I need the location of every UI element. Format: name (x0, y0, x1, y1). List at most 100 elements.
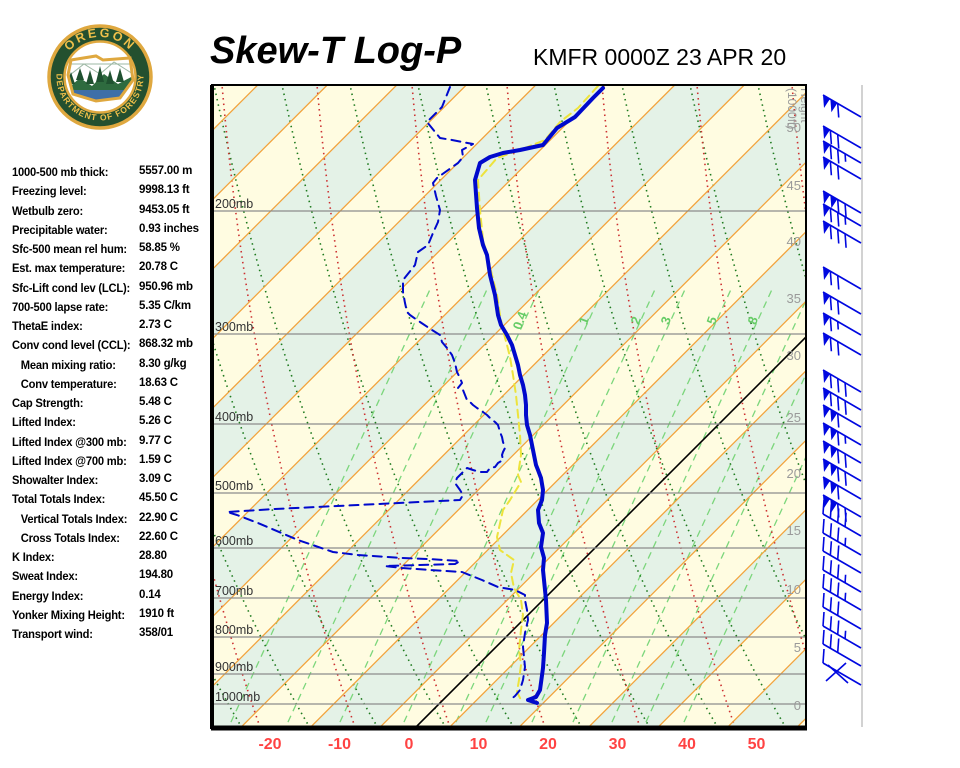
mixing-ratio-line (642, 372, 806, 729)
mixing-ratio-line (608, 298, 806, 729)
mixing-ratio-line (482, 289, 686, 729)
isotherm-line (238, 161, 806, 729)
index-row: Yonker Mixing Height: 1910 ft (12, 605, 212, 624)
mixing-ratio-label: 2 (627, 314, 644, 326)
pressure-label: 700mb (215, 584, 253, 598)
wind-barb (822, 291, 862, 315)
index-label: Cap Strength: (12, 398, 84, 410)
index-row: ThetaE index: 2.73 C (12, 316, 212, 335)
wind-barb (822, 611, 862, 649)
index-label: Sfc-500 mean rel hum: (12, 244, 127, 256)
index-value: 22.60 C (139, 530, 178, 543)
wind-barb (822, 332, 862, 356)
mixing-ratio-label: 5 (703, 314, 720, 326)
height-tick-label: 45 (787, 178, 801, 193)
index-value: 5.48 C (139, 396, 172, 408)
index-value: 194.80 (139, 569, 173, 582)
index-row: Sweat Index: 194.80 (12, 566, 212, 585)
wind-barb (822, 476, 862, 500)
pressure-label: 1000mb (215, 690, 260, 704)
pressure-label: 400mb (215, 410, 253, 424)
index-row: Transport wind: 358/01 (12, 624, 212, 643)
index-row: Showalter Index: 3.09 C (12, 470, 212, 489)
index-value: 0.14 (139, 588, 161, 601)
station-datetime: KMFR 0000Z 23 APR 20 (533, 44, 787, 70)
index-value: 18.63 C (139, 376, 178, 389)
mixing-ratio-label: 1 (575, 314, 592, 326)
index-label: Total Totals Index: (12, 494, 106, 507)
index-row: Precipitable water: 0.93 inches (12, 220, 212, 239)
wind-barb (822, 629, 862, 667)
index-row: Vertical Totals Index: 22.90 C (12, 509, 212, 528)
height-tick-label: 20 (787, 466, 801, 481)
index-row: Mean mixing ratio: 8.30 g/kg (12, 355, 212, 374)
index-label: Freezing level: (12, 186, 87, 199)
isotherm-line (655, 578, 806, 729)
height-axis-units: (1000ft) (785, 88, 799, 129)
index-row: Conv cond level (CCL): 868.32 mb (12, 335, 212, 354)
temp-axis-label: 30 (609, 736, 627, 753)
index-label: Precipitable water: (12, 224, 108, 237)
wind-barb (822, 536, 862, 574)
height-tick-label: 30 (787, 348, 801, 363)
wind-barb (822, 518, 862, 556)
wind-barb (822, 125, 862, 149)
logo-state-outline (66, 54, 135, 103)
index-value: 8.30 g/kg (139, 357, 187, 370)
index-label: Lifted Index: (12, 417, 76, 430)
pressure-label: 200mb (215, 197, 253, 211)
index-row: Est. max temperature: 20.78 C (12, 258, 212, 277)
isotherm-line (377, 300, 806, 729)
dry-adiabat (894, 85, 960, 733)
index-value: 58.85 % (139, 242, 180, 254)
index-row: Freezing level: 9998.13 ft (12, 181, 212, 200)
index-label: Lifted Index @700 mb: (12, 455, 127, 468)
index-row: Cap Strength: 5.48 C (12, 393, 212, 412)
temp-axis-label: 50 (748, 736, 766, 753)
mixing-ratio-line (528, 289, 732, 729)
index-label: K Index: (12, 552, 55, 564)
wind-barb (822, 220, 862, 248)
mixing-ratio-line (452, 289, 656, 729)
height-tick-label: 15 (787, 523, 801, 538)
temp-axis-label: -10 (328, 736, 351, 753)
wind-barb (822, 140, 862, 164)
index-value: 1.59 C (139, 453, 172, 466)
isotherm-line (212, 85, 537, 410)
pressure-label: 500mb (215, 479, 253, 493)
index-row: 1000-500 mb thick: 5557.00 m (12, 162, 212, 181)
mixing-ratio-line (336, 289, 540, 729)
height-axis-title: Height (798, 88, 812, 123)
wind-barb (822, 387, 862, 415)
mixing-ratio-line (680, 455, 806, 729)
height-tick-label: 10 (787, 582, 801, 597)
wind-barb (822, 499, 862, 537)
index-value: 9998.13 ft (139, 184, 190, 197)
moist-adiabat (506, 85, 642, 729)
wind-barb (822, 404, 862, 428)
isotherm-line (212, 85, 745, 619)
index-value: 45.50 C (139, 492, 178, 505)
isotherm-band (212, 85, 806, 687)
height-tick-label: 50 (787, 120, 801, 135)
index-label: 700-500 lapse rate: (12, 301, 109, 314)
wind-barb (822, 555, 862, 593)
index-value: 1910 ft (139, 607, 175, 620)
wetbulb-profile (477, 85, 599, 701)
isotherm-line (307, 230, 806, 729)
temp-axis-label: -20 (258, 736, 281, 753)
index-label: Wetbulb zero: (12, 205, 84, 218)
wind-barb (822, 190, 862, 218)
moist-adiabat (696, 85, 806, 657)
isotherm-line (212, 85, 398, 271)
index-label: Sfc-Lift cond lev (LCL): (12, 282, 131, 295)
index-value: 5557.00 m (139, 165, 193, 177)
index-label: Conv cond level (CCL): (12, 340, 131, 353)
index-label: Sweat Index: (12, 571, 78, 584)
index-row: Lifted Index: 5.26 C (12, 412, 212, 431)
isotherm-line (212, 85, 676, 549)
indices-panel: 1000-500 mb thick: 5557.00 m Freezing leve… (12, 162, 212, 643)
index-label: Showalter Index: (12, 475, 99, 487)
index-label: Transport wind: (12, 629, 93, 641)
height-tick-label: 35 (787, 291, 801, 306)
